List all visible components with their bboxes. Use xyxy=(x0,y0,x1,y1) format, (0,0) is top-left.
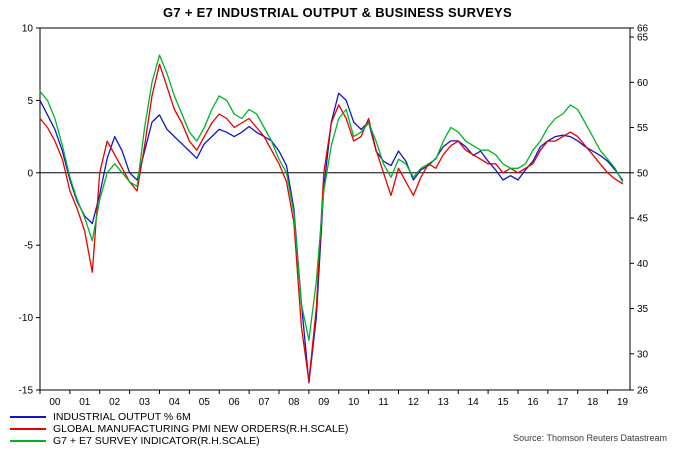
svg-text:5: 5 xyxy=(27,96,33,107)
legend-item-industrial-output: INDUSTRIAL OUTPUT % 6M xyxy=(10,411,675,423)
svg-text:00: 00 xyxy=(49,397,61,408)
svg-text:-15: -15 xyxy=(19,386,34,397)
legend-item-pmi-new-orders: GLOBAL MANUFACTURING PMI NEW ORDERS(R.H.… xyxy=(10,423,675,435)
svg-text:06: 06 xyxy=(229,397,241,408)
legend-line-industrial-output-icon xyxy=(10,416,46,419)
svg-text:11: 11 xyxy=(378,397,389,408)
svg-text:35: 35 xyxy=(637,304,649,315)
svg-text:08: 08 xyxy=(288,397,300,408)
svg-text:18: 18 xyxy=(587,397,599,408)
svg-text:02: 02 xyxy=(109,397,121,408)
svg-text:26: 26 xyxy=(637,386,649,397)
svg-text:10: 10 xyxy=(22,24,34,35)
page-title: G7 + E7 INDUSTRIAL OUTPUT & BUSINESS SUR… xyxy=(163,5,512,20)
legend-line-survey-indicator-icon xyxy=(10,440,46,443)
legend-label-survey-indicator: G7 + E7 SURVEY INDICATOR(R.H.SCALE) xyxy=(53,435,260,447)
svg-text:12: 12 xyxy=(408,397,420,408)
chart-legend: INDUSTRIAL OUTPUT % 6M GLOBAL MANUFACTUR… xyxy=(10,411,675,447)
svg-text:50: 50 xyxy=(637,168,649,179)
svg-text:13: 13 xyxy=(438,397,450,408)
svg-text:-5: -5 xyxy=(24,241,33,252)
svg-text:55: 55 xyxy=(637,123,649,134)
svg-text:04: 04 xyxy=(169,397,181,408)
svg-text:14: 14 xyxy=(468,397,480,408)
svg-text:66: 66 xyxy=(637,24,649,35)
svg-text:07: 07 xyxy=(258,397,270,408)
svg-text:01: 01 xyxy=(79,397,91,408)
legend-item-survey-indicator: G7 + E7 SURVEY INDICATOR(R.H.SCALE) xyxy=(10,435,675,447)
svg-text:-10: -10 xyxy=(19,313,34,324)
svg-text:15: 15 xyxy=(497,397,509,408)
svg-text:65: 65 xyxy=(637,33,649,44)
svg-text:60: 60 xyxy=(637,78,649,89)
svg-text:40: 40 xyxy=(637,259,649,270)
svg-text:03: 03 xyxy=(139,397,151,408)
svg-text:05: 05 xyxy=(199,397,211,408)
svg-text:0: 0 xyxy=(27,168,33,179)
legend-label-industrial-output: INDUSTRIAL OUTPUT % 6M xyxy=(53,411,191,423)
legend-line-pmi-new-orders-icon xyxy=(10,428,46,431)
svg-text:45: 45 xyxy=(637,214,649,225)
svg-text:17: 17 xyxy=(557,397,569,408)
svg-text:19: 19 xyxy=(617,397,629,408)
svg-text:10: 10 xyxy=(348,397,360,408)
svg-text:09: 09 xyxy=(318,397,330,408)
legend-label-pmi-new-orders: GLOBAL MANUFACTURING PMI NEW ORDERS(R.H.… xyxy=(53,423,349,435)
source-attribution: Source: Thomson Reuters Datastream xyxy=(513,433,667,443)
svg-text:30: 30 xyxy=(637,349,649,360)
svg-text:16: 16 xyxy=(527,397,539,408)
